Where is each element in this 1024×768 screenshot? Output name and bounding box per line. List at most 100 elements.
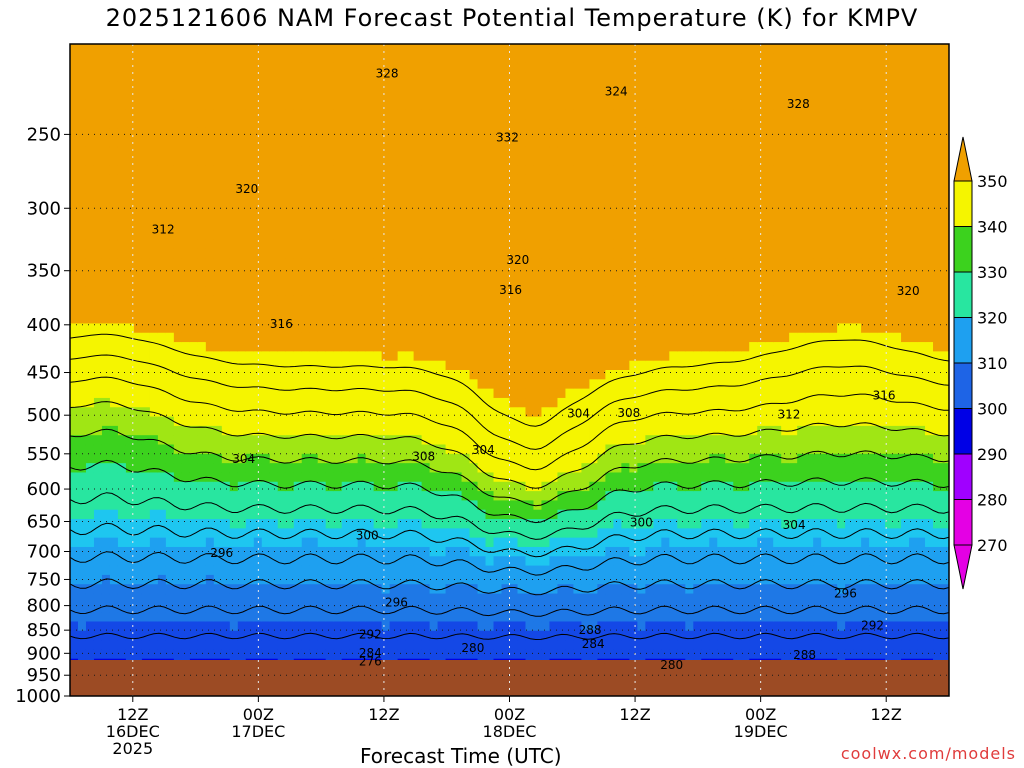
field-cell (221, 90, 231, 101)
field-cell (229, 509, 239, 520)
field-cell (517, 342, 527, 352)
field-cell (461, 407, 471, 418)
field-cell (197, 202, 207, 213)
field-cell (181, 304, 191, 315)
field-cell (109, 602, 119, 613)
field-cell (70, 314, 79, 325)
field-cell (493, 323, 503, 334)
field-cell (149, 397, 159, 408)
field-cell (413, 370, 423, 380)
field-cell (333, 593, 343, 604)
field-cell (533, 602, 543, 613)
field-cell (469, 574, 479, 585)
field-cell (293, 323, 303, 334)
field-cell (253, 304, 263, 315)
field-cell (405, 53, 415, 64)
field-cell (365, 44, 375, 54)
field-cell (285, 220, 295, 231)
field-cell (117, 332, 127, 343)
field-cell (517, 574, 527, 585)
field-cell (77, 444, 87, 455)
field-cell (293, 444, 303, 455)
field-cell (77, 146, 87, 157)
field-cell (165, 44, 175, 54)
field-cell (461, 425, 471, 436)
field-cell (589, 127, 598, 138)
field-cell (565, 491, 575, 501)
field-cell (197, 649, 207, 660)
field-cell (509, 453, 519, 464)
field-cell (445, 612, 455, 623)
field-cell (357, 612, 367, 623)
field-cell (405, 267, 415, 278)
field-cell (533, 528, 543, 539)
field-cell (181, 286, 191, 297)
field-cell (357, 444, 367, 455)
field-cell (389, 630, 399, 641)
field-cell (269, 425, 279, 436)
field-cell (173, 304, 183, 315)
field-cell (117, 593, 127, 604)
field-cell (165, 360, 175, 371)
field-cell (621, 239, 630, 250)
field-cell (101, 239, 111, 250)
field-cell (421, 444, 431, 455)
field-cell (493, 491, 503, 501)
field-cell (461, 351, 471, 362)
field-cell (637, 183, 646, 194)
field-cell (317, 370, 327, 380)
field-cell (333, 360, 343, 371)
field-cell (341, 519, 351, 529)
field-cell (597, 453, 606, 464)
field-cell (165, 463, 175, 474)
field-cell (149, 202, 159, 213)
field-cell (573, 109, 583, 120)
field-cell (133, 44, 143, 54)
field-cell (181, 276, 191, 287)
field-cell (70, 370, 79, 380)
field-cell (469, 304, 479, 315)
field-cell (597, 202, 606, 213)
field-cell (253, 500, 263, 511)
field-cell (229, 546, 239, 557)
field-cell (453, 71, 463, 82)
field-cell (349, 574, 359, 585)
field-cell (405, 649, 415, 660)
field-cell (93, 286, 103, 297)
field-cell (149, 314, 159, 325)
field-cell (445, 649, 455, 660)
field-cell (269, 99, 279, 110)
field-cell (77, 258, 87, 269)
field-cell (181, 165, 191, 175)
field-cell (501, 500, 511, 511)
field-cell (237, 314, 247, 325)
field-cell (133, 370, 143, 380)
field-cell (221, 202, 231, 213)
field-cell (109, 230, 119, 241)
field-cell (605, 360, 614, 371)
field-cell (573, 276, 583, 287)
field-cell (341, 528, 351, 539)
field-cell (549, 360, 559, 371)
field-cell (445, 500, 455, 511)
field-cell (413, 276, 423, 287)
field-cell (317, 463, 327, 474)
field-cell (125, 258, 135, 269)
field-cell (373, 90, 383, 101)
field-cell (389, 81, 399, 92)
field-cell (293, 351, 303, 362)
field-cell (597, 332, 606, 343)
field-cell (373, 593, 383, 604)
field-cell (277, 323, 287, 334)
field-cell (389, 183, 399, 194)
field-cell (429, 360, 439, 371)
field-cell (469, 267, 479, 278)
field-cell (365, 239, 375, 250)
field-cell (557, 44, 567, 54)
field-cell (117, 425, 127, 436)
field-cell (349, 342, 359, 352)
field-cell (253, 127, 263, 138)
field-cell (629, 165, 638, 175)
field-cell (133, 602, 143, 613)
field-cell (373, 397, 383, 408)
